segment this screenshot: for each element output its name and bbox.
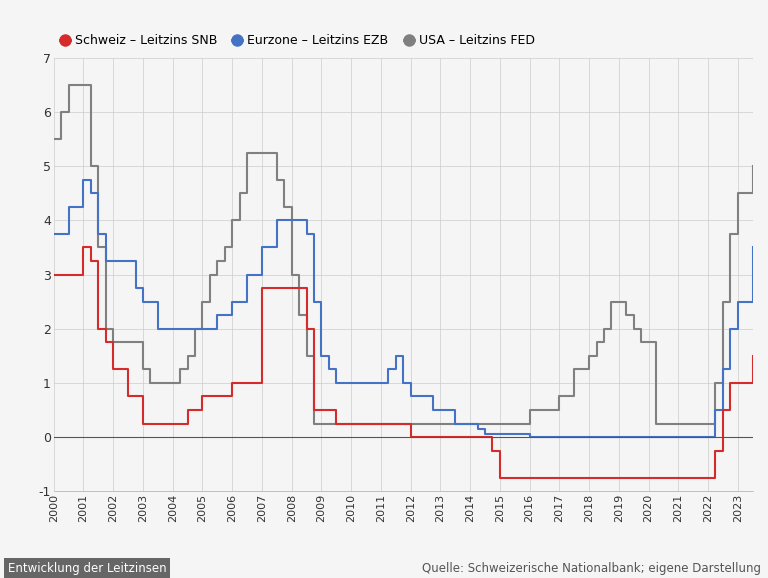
Schweiz – Leitzins SNB xyxy=(711,447,720,454)
USA – Leitzins FED xyxy=(748,162,757,169)
Eurzone – Leitzins EZB xyxy=(748,244,757,251)
Schweiz – Leitzins SNB xyxy=(79,244,88,251)
Schweiz – Leitzins SNB xyxy=(168,420,177,427)
Schweiz – Leitzins SNB xyxy=(257,284,266,291)
Legend: Schweiz – Leitzins SNB, Eurzone – Leitzins EZB, USA – Leitzins FED: Schweiz – Leitzins SNB, Eurzone – Leitzi… xyxy=(60,34,535,47)
USA – Leitzins FED xyxy=(71,81,81,88)
Schweiz – Leitzins SNB xyxy=(674,475,683,481)
Schweiz – Leitzins SNB xyxy=(287,284,296,291)
Schweiz – Leitzins SNB xyxy=(435,434,445,440)
Schweiz – Leitzins SNB xyxy=(310,406,319,413)
USA – Leitzins FED xyxy=(49,136,58,143)
Schweiz – Leitzins SNB xyxy=(332,420,341,427)
Schweiz – Leitzins SNB xyxy=(272,284,281,291)
Eurzone – Leitzins EZB xyxy=(451,420,460,427)
Text: Entwicklung der Leitzinsen: Entwicklung der Leitzinsen xyxy=(8,562,167,575)
Schweiz – Leitzins SNB xyxy=(376,420,386,427)
Schweiz – Leitzins SNB xyxy=(748,353,757,360)
Schweiz – Leitzins SNB xyxy=(525,475,535,481)
Schweiz – Leitzins SNB xyxy=(183,406,192,413)
Schweiz – Leitzins SNB xyxy=(124,393,133,400)
Schweiz – Leitzins SNB xyxy=(317,406,326,413)
Eurzone – Leitzins EZB xyxy=(399,379,408,386)
Schweiz – Leitzins SNB xyxy=(108,366,118,373)
Schweiz – Leitzins SNB xyxy=(495,475,505,481)
Schweiz – Leitzins SNB xyxy=(302,325,311,332)
Schweiz – Leitzins SNB xyxy=(198,393,207,400)
Schweiz – Leitzins SNB xyxy=(584,475,594,481)
USA – Leitzins FED xyxy=(64,81,73,88)
Eurzone – Leitzins EZB xyxy=(302,231,311,238)
Eurzone – Leitzins EZB xyxy=(101,258,111,265)
Schweiz – Leitzins SNB xyxy=(86,258,95,265)
Eurzone – Leitzins EZB xyxy=(79,176,88,183)
USA – Leitzins FED xyxy=(310,420,319,427)
Schweiz – Leitzins SNB xyxy=(154,420,163,427)
Schweiz – Leitzins SNB xyxy=(94,325,103,332)
Schweiz – Leitzins SNB xyxy=(138,420,147,427)
Eurzone – Leitzins EZB xyxy=(525,434,535,440)
USA – Leitzins FED xyxy=(198,298,207,305)
Schweiz – Leitzins SNB xyxy=(510,475,519,481)
USA – Leitzins FED xyxy=(101,325,111,332)
Schweiz – Leitzins SNB xyxy=(101,339,111,346)
Schweiz – Leitzins SNB xyxy=(465,434,475,440)
Schweiz – Leitzins SNB xyxy=(718,406,727,413)
Schweiz – Leitzins SNB xyxy=(49,271,58,278)
USA – Leitzins FED xyxy=(324,420,333,427)
Schweiz – Leitzins SNB xyxy=(554,475,564,481)
Text: Quelle: Schweizerische Nationalbank; eigene Darstellung: Quelle: Schweizerische Nationalbank; eig… xyxy=(422,562,761,575)
Schweiz – Leitzins SNB xyxy=(703,475,713,481)
Schweiz – Leitzins SNB xyxy=(488,447,497,454)
Eurzone – Leitzins EZB xyxy=(429,406,438,413)
Schweiz – Leitzins SNB xyxy=(480,434,489,440)
Schweiz – Leitzins SNB xyxy=(726,379,735,386)
Line: Schweiz – Leitzins SNB: Schweiz – Leitzins SNB xyxy=(54,247,753,478)
Schweiz – Leitzins SNB xyxy=(346,420,356,427)
Line: USA – Leitzins FED: USA – Leitzins FED xyxy=(54,85,753,424)
Line: Eurzone – Leitzins EZB: Eurzone – Leitzins EZB xyxy=(54,180,753,437)
USA – Leitzins FED xyxy=(599,325,608,332)
Schweiz – Leitzins SNB xyxy=(406,434,415,440)
Schweiz – Leitzins SNB xyxy=(614,475,624,481)
Eurzone – Leitzins EZB xyxy=(376,379,386,386)
USA – Leitzins FED xyxy=(146,379,155,386)
Schweiz – Leitzins SNB xyxy=(644,475,653,481)
Schweiz – Leitzins SNB xyxy=(227,379,237,386)
Schweiz – Leitzins SNB xyxy=(733,379,743,386)
Eurzone – Leitzins EZB xyxy=(49,231,58,238)
